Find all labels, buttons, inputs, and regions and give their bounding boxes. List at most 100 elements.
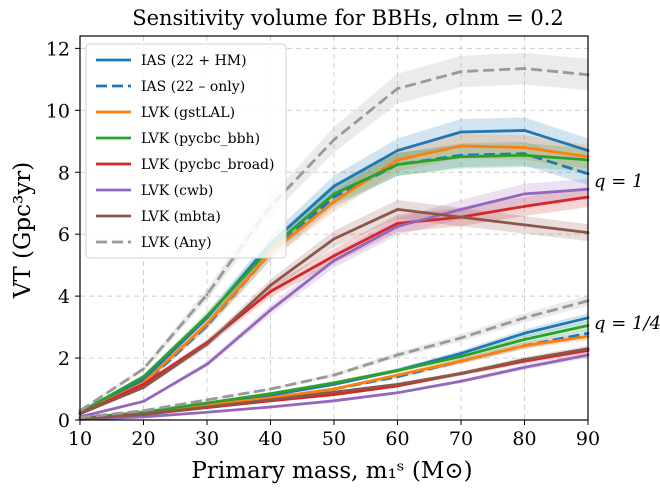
series-lines [78, 67, 590, 421]
data-point [459, 379, 463, 383]
data-point [205, 410, 209, 414]
data-point [523, 338, 526, 341]
band-q1-4 [80, 186, 588, 416]
y-tick-label: 0 [58, 410, 70, 432]
data-point [205, 362, 209, 366]
legend-box [85, 43, 287, 259]
data-point [396, 353, 399, 357]
x-tick-label: 80 [512, 428, 536, 450]
data-point [332, 381, 336, 385]
data-point [269, 405, 272, 409]
data-point [332, 390, 336, 394]
data-point [332, 387, 336, 391]
data-point [205, 314, 209, 318]
y-tick-label: 10 [46, 100, 70, 122]
y-tick-label: 2 [58, 348, 70, 370]
data-point [523, 344, 526, 348]
legend-entry: LVK (pycbc_bbh) [141, 131, 260, 147]
data-point [332, 200, 336, 204]
data-point [459, 144, 463, 148]
chart-title: Sensitivity volume for BBHs, σlnm = 0.2 [132, 6, 564, 30]
data-point [142, 386, 145, 389]
data-point [459, 336, 463, 340]
data-point [205, 405, 209, 409]
x-tick-label: 70 [449, 428, 473, 450]
data-point [523, 129, 526, 132]
data-point [523, 331, 526, 335]
data-point [269, 283, 272, 287]
legend-entry: IAS (22 – only) [141, 79, 245, 95]
data-point [396, 369, 399, 372]
data-point [459, 215, 463, 219]
data-point [205, 322, 209, 326]
data-point [459, 372, 463, 375]
data-point [332, 138, 336, 142]
data-point [396, 225, 399, 228]
data-point [396, 373, 399, 377]
data-point [523, 146, 526, 149]
data-point [396, 87, 399, 91]
axis-ticks: 10 20 30 40 50 60 70 80 90 0 2 4 6 8 10 12 [46, 38, 600, 450]
data-point [269, 387, 272, 391]
band-q1-7 [80, 52, 588, 412]
data-point [269, 308, 272, 312]
data-point [269, 290, 272, 293]
data-point [396, 163, 399, 166]
data-point [269, 398, 272, 402]
legend-entry: LVK (gstLAL) [141, 105, 235, 121]
data-point [459, 70, 463, 74]
data-point [142, 415, 145, 419]
data-point [205, 401, 209, 405]
band-q14-2 [80, 332, 588, 420]
data-point [205, 398, 209, 402]
data-point [396, 158, 399, 162]
data-point [459, 130, 463, 134]
data-point [142, 400, 145, 403]
x-tick-label: 20 [131, 428, 155, 450]
band-q1-5 [80, 178, 588, 419]
data-point [269, 392, 272, 396]
legend-entry: LVK (mbta) [141, 209, 221, 225]
data-point [523, 365, 526, 369]
data-point [142, 382, 145, 386]
y-tick-label: 6 [58, 224, 70, 246]
legend-entry: LVK (pycbc_broad) [141, 157, 275, 173]
legend-entry: LVK (Any) [141, 235, 212, 251]
x-tick-label: 40 [258, 428, 282, 450]
data-point [523, 223, 526, 227]
data-point [332, 184, 336, 188]
x-tick-label: 10 [68, 428, 92, 450]
y-tick-label: 8 [58, 162, 70, 184]
data-point [142, 409, 145, 413]
data-point [205, 342, 209, 346]
data-point [396, 391, 399, 395]
data-point [332, 393, 336, 397]
data-point [332, 237, 336, 241]
data-point [523, 153, 526, 157]
data-point [523, 358, 526, 362]
data-point [459, 355, 463, 358]
data-point [142, 367, 145, 371]
data-point [396, 149, 399, 152]
x-tick-label: 30 [195, 428, 219, 450]
x-tick-label: 50 [322, 428, 346, 450]
x-tick-label: 90 [576, 428, 600, 450]
data-point [523, 67, 526, 70]
data-point [523, 192, 526, 196]
y-axis-title: VT (Gpc³yr) [10, 162, 36, 299]
data-point [332, 373, 336, 377]
data-point [459, 352, 463, 355]
legend-entry: LVK (cwb) [141, 183, 213, 199]
x-tick-label: 60 [385, 428, 409, 450]
data-point [205, 293, 209, 296]
data-point [332, 259, 336, 262]
legend-entry: IAS (22 + HM) [141, 53, 247, 69]
data-point [523, 316, 526, 320]
data-point [332, 192, 336, 196]
band-q1-0 [80, 117, 588, 414]
legend: IAS (22 + HM) IAS (22 – only) LVK (gstLAL)… [85, 43, 287, 259]
data-point [523, 204, 526, 208]
data-point [459, 208, 463, 211]
